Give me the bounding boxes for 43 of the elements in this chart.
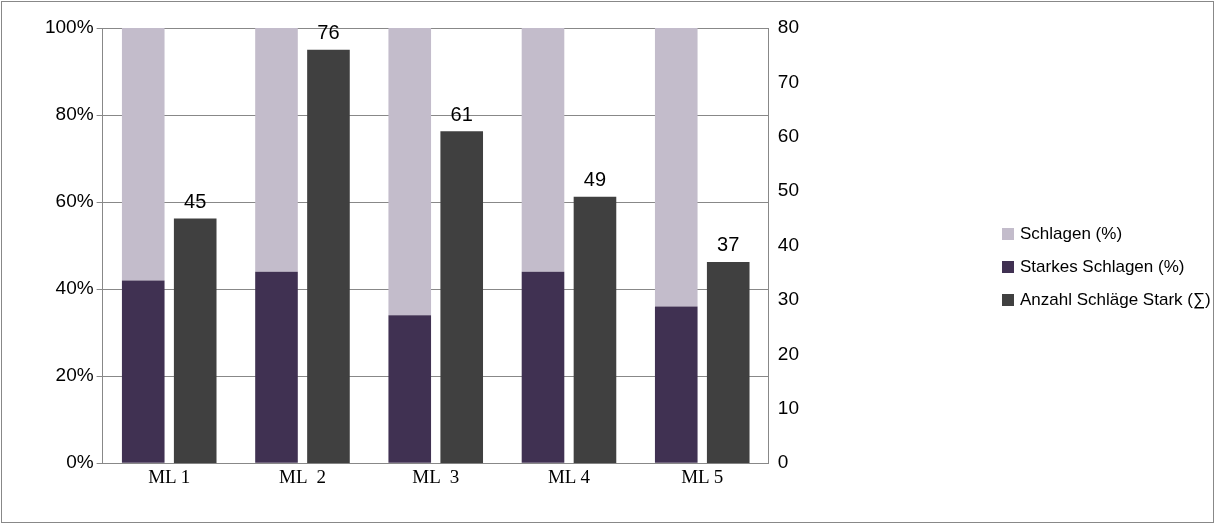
bar [255, 271, 298, 463]
y-tick-label: 20% [55, 364, 94, 386]
bar [521, 271, 565, 463]
data-label: 76 [317, 21, 340, 44]
x-tick-label: ML 3 [412, 465, 460, 487]
bar [121, 280, 165, 463]
x-tick-label: ML 5 [681, 465, 724, 487]
bar [307, 49, 350, 464]
y2-tick-label: 30 [777, 288, 800, 310]
bar [388, 28, 432, 316]
legend-label: Anzahl Schläge Stark (∑) [1019, 289, 1211, 311]
x-tick-label: ML 1 [148, 465, 191, 487]
y2-tick-label: 0 [777, 451, 789, 473]
bar [706, 261, 750, 464]
data-label: 37 [717, 233, 740, 256]
bar [121, 28, 165, 281]
bar [521, 28, 565, 272]
data-label: 61 [450, 102, 473, 125]
y2-tick-label: 20 [777, 342, 800, 364]
y2-tick-label: 10 [777, 397, 800, 419]
y2-tick-label: 60 [777, 125, 800, 147]
bar [573, 196, 617, 464]
x-tick-label: ML 2 [279, 465, 326, 487]
bar [654, 306, 698, 463]
data-label: 49 [583, 168, 607, 191]
bar [388, 315, 432, 463]
legend-label: Starkes Schlagen (%) [1019, 256, 1186, 278]
y2-tick-label: 40 [777, 233, 800, 255]
y2-tick-label: 70 [777, 70, 800, 92]
x-tick-label: ML 4 [547, 465, 591, 487]
y-tick-label: 40% [55, 277, 94, 299]
bar [654, 28, 698, 307]
y-tick-label: 0% [66, 451, 94, 473]
bar [255, 28, 298, 272]
legend-label: Schlagen (%) [1019, 223, 1124, 245]
y-tick-label: 60% [55, 190, 94, 212]
y-tick-label: 100% [44, 16, 94, 38]
bar [173, 218, 217, 464]
y2-tick-label: 80 [777, 16, 800, 38]
bar [440, 131, 484, 464]
data-label: 45 [184, 189, 207, 212]
y-tick-label: 80% [55, 103, 94, 125]
y2-tick-label: 50 [777, 179, 800, 201]
